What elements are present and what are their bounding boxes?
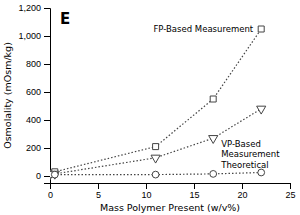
tick: 20 bbox=[237, 183, 247, 200]
annotations: FP-Based Measurement VP-BasedMeasurement T… bbox=[153, 24, 280, 170]
tick-label: 5 bbox=[96, 190, 101, 200]
y-axis-title: Osmolality (mOsm/kg) bbox=[2, 42, 13, 149]
tick: 5 bbox=[96, 183, 101, 200]
marker bbox=[258, 26, 264, 32]
tick-mark bbox=[290, 183, 291, 189]
tick-label: 800 bbox=[26, 59, 41, 69]
tick-label: 1,000 bbox=[18, 31, 41, 41]
tick: 600 bbox=[26, 87, 50, 97]
tick-mark bbox=[44, 176, 50, 177]
x-axis: 0 5 10 15 20 25 bbox=[48, 183, 296, 200]
tick-label: 0 bbox=[36, 171, 41, 181]
tick-label: 400 bbox=[26, 115, 41, 125]
tick-mark bbox=[44, 92, 50, 93]
x-axis-title: Mass Polymer Present (w/v%) bbox=[100, 202, 240, 213]
tick: 10 bbox=[141, 183, 151, 200]
axis-line bbox=[51, 184, 291, 190]
marker bbox=[151, 155, 160, 163]
series-label: Theoretical bbox=[220, 160, 269, 170]
y-axis: 0 200 400 600 800 1,000 1,200 bbox=[18, 3, 50, 183]
tick-label: 0 bbox=[48, 190, 53, 200]
tick-label: 200 bbox=[26, 143, 41, 153]
tick-mark bbox=[44, 148, 50, 149]
tick: 25 bbox=[285, 183, 295, 200]
tick-mark bbox=[44, 64, 50, 65]
tick-label: 15 bbox=[189, 190, 199, 200]
tick-mark bbox=[44, 120, 50, 121]
series-label: FP-Based Measurement bbox=[153, 24, 253, 34]
marker bbox=[51, 171, 58, 178]
tick-mark bbox=[242, 183, 243, 189]
tick: 200 bbox=[26, 143, 50, 153]
marker bbox=[258, 169, 265, 176]
marker bbox=[153, 144, 159, 150]
chart: 0 5 10 15 20 25 0 200 400 600 800 1,000 1,200 FP-Base… bbox=[0, 0, 300, 215]
tick-mark bbox=[194, 183, 195, 189]
plot: 0 5 10 15 20 25 0 200 400 600 800 1,000 1,200 FP-Base… bbox=[18, 3, 295, 200]
tick: 1,000 bbox=[18, 31, 50, 41]
tick-mark bbox=[44, 8, 50, 9]
tick: 0 bbox=[36, 171, 50, 181]
marker bbox=[210, 96, 216, 102]
tick-label: 20 bbox=[237, 190, 247, 200]
tick: 1,200 bbox=[18, 3, 50, 13]
tick-label: 10 bbox=[141, 190, 151, 200]
series-label: VP-BasedMeasurement bbox=[221, 139, 280, 158]
marker bbox=[210, 171, 217, 178]
tick: 800 bbox=[26, 59, 50, 69]
tick-mark bbox=[98, 183, 99, 189]
axis-line bbox=[44, 9, 51, 184]
tick: 400 bbox=[26, 115, 50, 125]
marker bbox=[257, 106, 266, 114]
tick-mark bbox=[44, 36, 50, 37]
marker bbox=[209, 136, 218, 144]
tick: 15 bbox=[189, 183, 199, 200]
tick-label: 25 bbox=[285, 190, 295, 200]
tick-label: 1,200 bbox=[18, 3, 41, 13]
title: E bbox=[60, 10, 70, 28]
tick-mark bbox=[146, 183, 147, 189]
marker bbox=[152, 171, 159, 178]
tick: 0 bbox=[48, 183, 53, 200]
tick-label: 600 bbox=[26, 87, 41, 97]
